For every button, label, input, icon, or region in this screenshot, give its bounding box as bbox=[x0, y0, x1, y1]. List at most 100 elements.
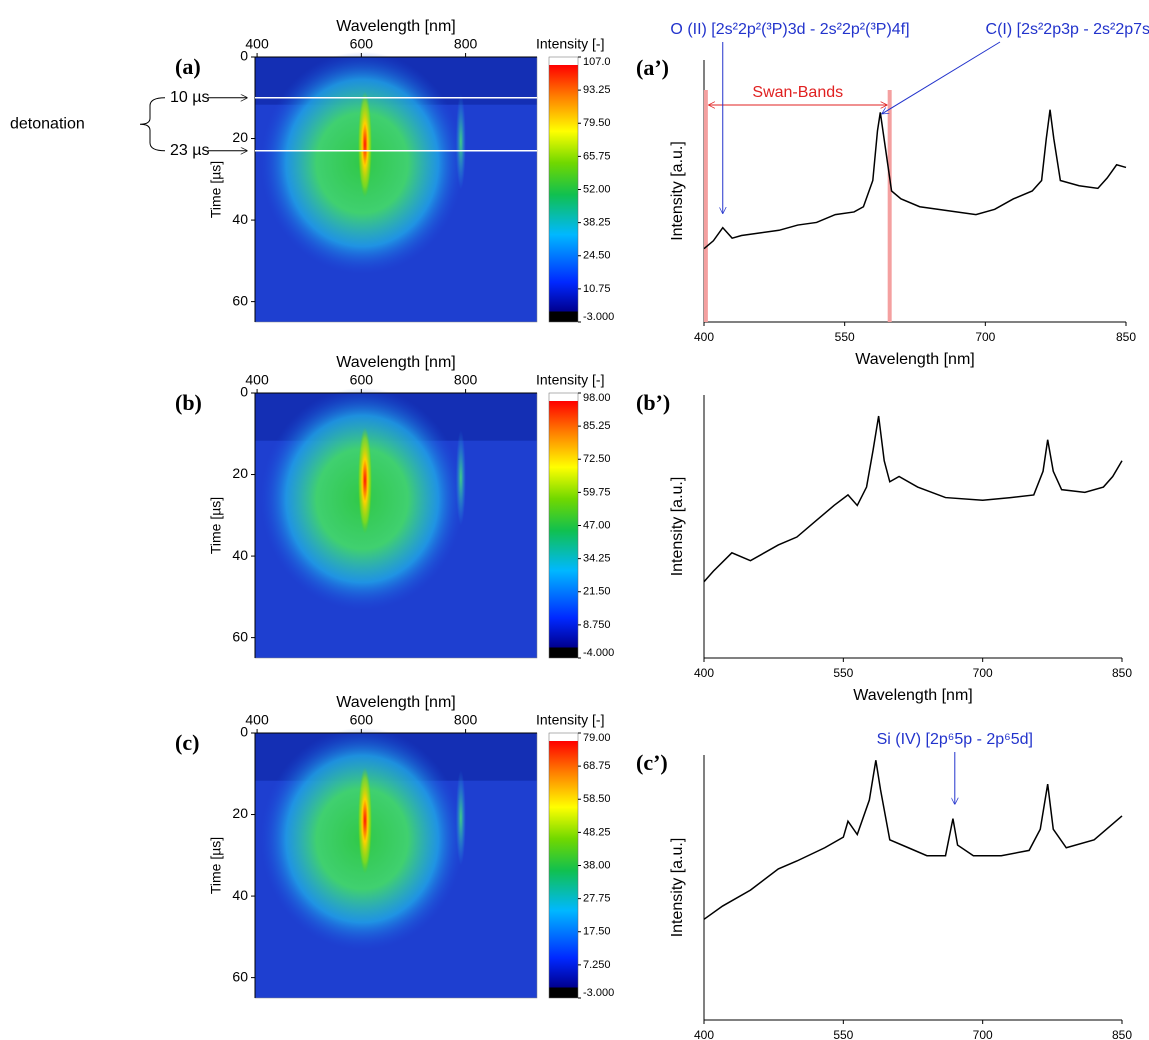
x-tick-label: 600 bbox=[350, 712, 374, 728]
heatmap-core bbox=[357, 427, 372, 534]
annotation-arrow bbox=[882, 41, 1001, 114]
panel-label: (c’) bbox=[636, 750, 668, 775]
span-label: Swan-Bands bbox=[752, 84, 843, 101]
annotation-label: C(I) [2s²2p3p - 2s²2p7s] bbox=[986, 21, 1149, 38]
colorbar-tick-label: 34.25 bbox=[583, 553, 611, 565]
x-tick-label: 700 bbox=[973, 1028, 993, 1040]
colorbar-tick-label: 38.00 bbox=[583, 859, 611, 871]
colorbar-tick-label: -3.000 bbox=[583, 987, 614, 999]
y-tick-label: 20 bbox=[232, 129, 248, 145]
colorbar-tick-label: 21.50 bbox=[583, 586, 611, 598]
colorbar-tick-label: 107.0 bbox=[583, 56, 611, 68]
colorbar-tick-label: 72.50 bbox=[583, 453, 611, 465]
colorbar-tick-label: 68.75 bbox=[583, 760, 611, 772]
y-axis-label: Intensity [a.u.] bbox=[669, 141, 686, 241]
y-axis-label: Intensity [a.u.] bbox=[669, 477, 686, 577]
y-tick-label: 40 bbox=[232, 547, 248, 563]
x-tick-label: 400 bbox=[245, 372, 269, 388]
colorbar-tick-label: -3.000 bbox=[583, 311, 614, 323]
colorbar-tick-label: 17.50 bbox=[583, 926, 611, 938]
colorbar-tick-label: 27.75 bbox=[583, 893, 611, 905]
colorbar-tick-label: 79.50 bbox=[583, 117, 611, 129]
heatmap-core bbox=[357, 767, 372, 874]
time-marker-label: 10 µs bbox=[170, 89, 209, 106]
colorbar bbox=[548, 392, 579, 659]
x-axis-label: Wavelength [nm] bbox=[336, 354, 455, 371]
colorbar-tick-label: 58.50 bbox=[583, 793, 611, 805]
colorbar-tick-label: 59.75 bbox=[583, 486, 611, 498]
colorbar-tick-label: 79.00 bbox=[583, 732, 611, 744]
annotation-label: Si (IV) [2p⁶5p - 2p⁶5d] bbox=[877, 731, 1033, 748]
x-tick-label: 850 bbox=[1116, 330, 1136, 344]
x-tick-label: 550 bbox=[833, 1028, 853, 1040]
colorbar-tick-label: 24.50 bbox=[583, 250, 611, 262]
heatmap-side-line bbox=[455, 430, 466, 526]
colorbar-tick-label: 65.75 bbox=[583, 150, 611, 162]
heatmap-core bbox=[357, 91, 372, 198]
colorbar-tick-label: 93.25 bbox=[583, 84, 611, 96]
colorbar-tick-label: 48.25 bbox=[583, 826, 611, 838]
x-tick-label: 800 bbox=[454, 372, 478, 388]
annotation-label: O (II) [2s²2p²(³P)3d - 2s²2p²(³P)4f] bbox=[670, 21, 909, 38]
x-tick-label: 800 bbox=[454, 712, 478, 728]
y-tick-label: 60 bbox=[232, 968, 248, 984]
x-tick-label: 800 bbox=[454, 36, 478, 52]
x-axis-label: Wavelength [nm] bbox=[853, 687, 972, 704]
y-axis-label: Intensity [a.u.] bbox=[669, 838, 686, 938]
x-tick-label: 700 bbox=[975, 330, 995, 344]
x-tick-label: 700 bbox=[973, 666, 993, 680]
colorbar bbox=[548, 732, 579, 999]
y-tick-label: 0 bbox=[240, 384, 248, 400]
colorbar-tick-label: -4.000 bbox=[583, 647, 614, 659]
colorbar-tick-label: 38.25 bbox=[583, 217, 611, 229]
x-tick-label: 550 bbox=[833, 666, 853, 680]
x-tick-label: 600 bbox=[350, 372, 374, 388]
panel-label: (c) bbox=[175, 730, 199, 755]
y-tick-label: 20 bbox=[232, 465, 248, 481]
panel-label: (b’) bbox=[636, 390, 670, 415]
spectrum-line bbox=[703, 109, 1127, 250]
spectrum-line bbox=[703, 415, 1123, 583]
y-axis-label: Time [µs] bbox=[208, 497, 224, 554]
x-tick-label: 400 bbox=[694, 330, 714, 344]
brace bbox=[139, 97, 166, 152]
heatmap-side-line bbox=[455, 94, 466, 190]
x-tick-label: 400 bbox=[245, 712, 269, 728]
heatmap-side-line bbox=[455, 770, 466, 866]
x-tick-label: 850 bbox=[1112, 666, 1132, 680]
panel-label: (a’) bbox=[636, 55, 669, 80]
y-axis-label: Time [µs] bbox=[208, 161, 224, 218]
spectrum-line bbox=[703, 760, 1123, 920]
panel-label: (a) bbox=[175, 54, 201, 79]
y-tick-label: 0 bbox=[240, 724, 248, 740]
x-axis-label: Wavelength [nm] bbox=[336, 18, 455, 35]
colorbar-title: Intensity [-] bbox=[536, 36, 604, 52]
colorbar-tick-label: 98.00 bbox=[583, 392, 611, 404]
panel-label: (b) bbox=[175, 390, 202, 415]
time-marker-label: 23 µs bbox=[170, 142, 209, 159]
colorbar-title: Intensity [-] bbox=[536, 372, 604, 388]
x-tick-label: 400 bbox=[245, 36, 269, 52]
y-tick-label: 0 bbox=[240, 48, 248, 64]
y-tick-label: 20 bbox=[232, 805, 248, 821]
y-axis-label: Time [µs] bbox=[208, 837, 224, 894]
colorbar-title: Intensity [-] bbox=[536, 712, 604, 728]
colorbar-tick-label: 85.25 bbox=[583, 420, 611, 432]
x-tick-label: 400 bbox=[694, 1028, 714, 1040]
x-tick-label: 600 bbox=[350, 36, 374, 52]
colorbar bbox=[548, 56, 579, 323]
y-tick-label: 40 bbox=[232, 887, 248, 903]
colorbar-tick-label: 10.75 bbox=[583, 283, 611, 295]
y-tick-label: 60 bbox=[232, 628, 248, 644]
y-tick-label: 40 bbox=[232, 211, 248, 227]
x-axis-label: Wavelength [nm] bbox=[855, 351, 974, 368]
marker-group-label: detonation bbox=[10, 115, 85, 132]
x-tick-label: 850 bbox=[1112, 1028, 1132, 1040]
colorbar-tick-label: 47.00 bbox=[583, 519, 611, 531]
x-tick-label: 400 bbox=[694, 666, 714, 680]
colorbar-tick-label: 7.250 bbox=[583, 959, 611, 971]
colorbar-tick-label: 52.00 bbox=[583, 183, 611, 195]
y-tick-label: 60 bbox=[232, 292, 248, 308]
colorbar-tick-label: 8.750 bbox=[583, 619, 611, 631]
